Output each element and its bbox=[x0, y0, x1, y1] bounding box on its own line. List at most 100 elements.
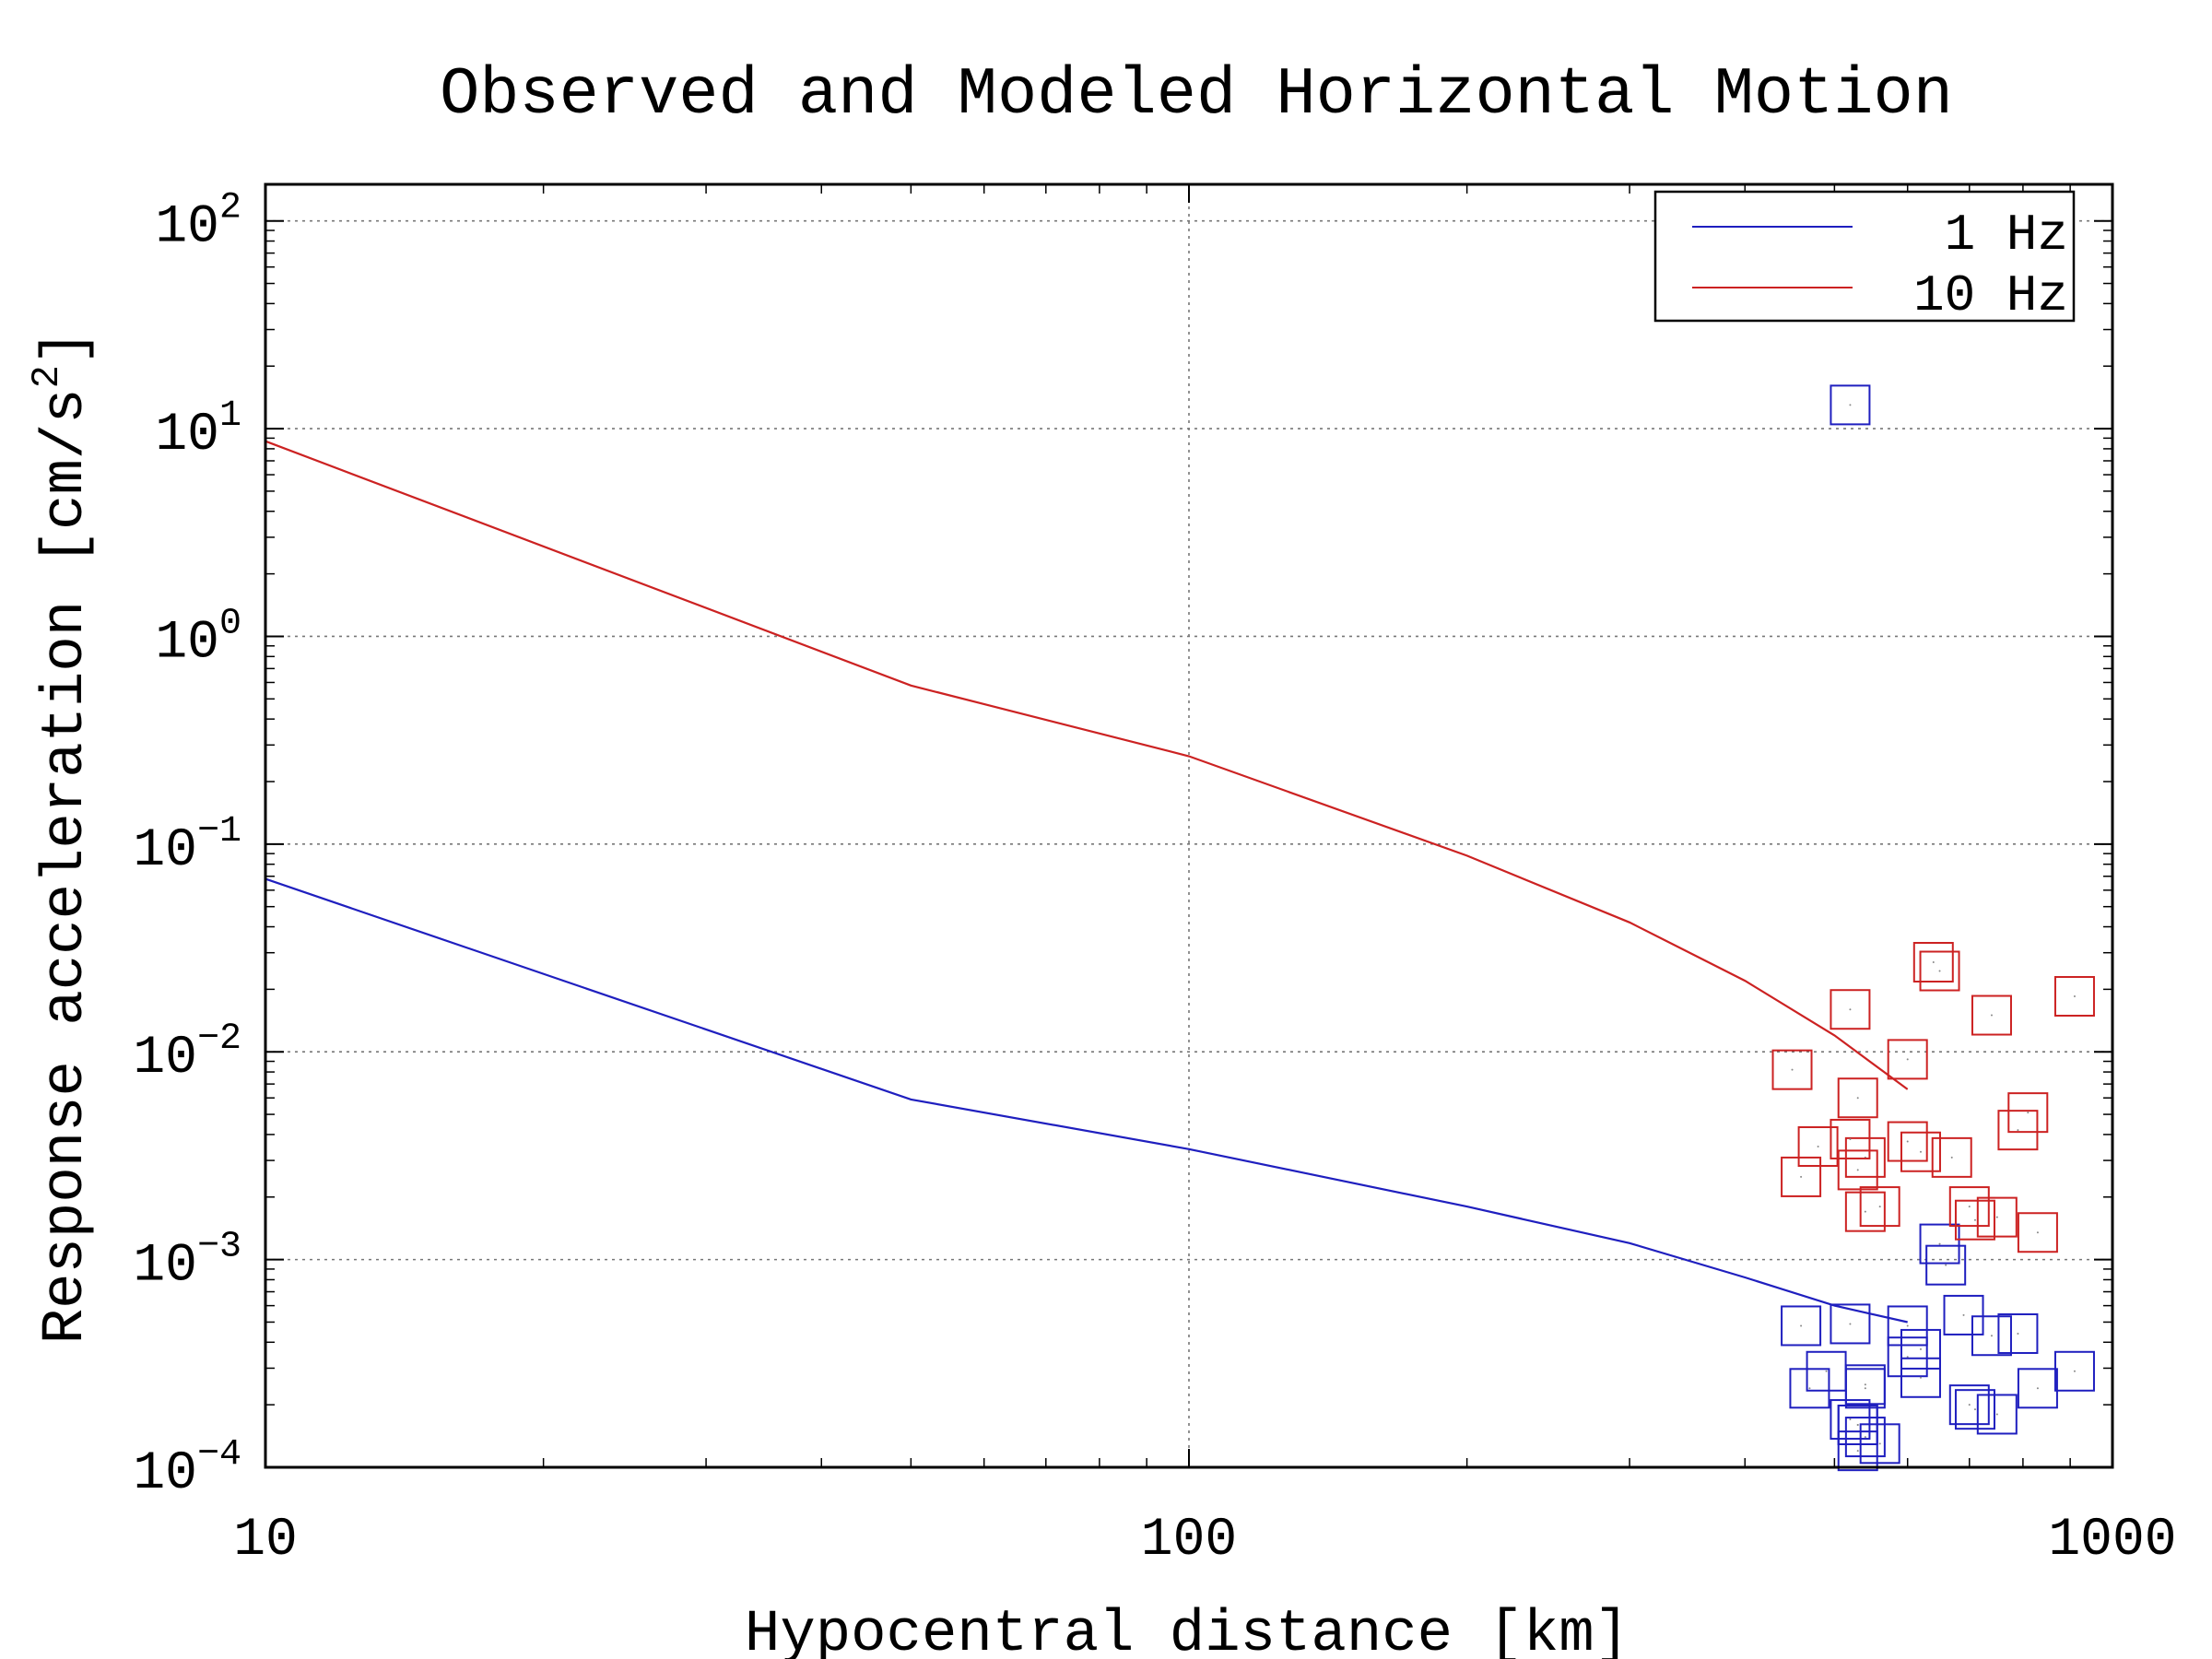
observed-point-1hz bbox=[1789, 1368, 1830, 1409]
x-axis-label: Hypocentral distance [km] bbox=[745, 1602, 1630, 1659]
observed-point-1hz bbox=[2053, 1350, 2095, 1392]
observed-point-10hz bbox=[1954, 1199, 1995, 1241]
observed-point-center-10hz bbox=[1856, 1097, 1859, 1100]
y-tick-label-base: 10 bbox=[155, 406, 219, 465]
y-axis-label-close: ] bbox=[33, 330, 100, 365]
observed-point-1hz bbox=[1943, 1294, 1984, 1335]
series-line-10hz bbox=[265, 440, 1909, 1090]
observed-point-10hz bbox=[1912, 942, 1954, 983]
observed-point-center-10hz bbox=[1800, 1175, 1803, 1178]
observed-point-center-1hz bbox=[1919, 1347, 1922, 1350]
observed-point-center-1hz bbox=[1800, 1324, 1803, 1327]
observed-point-1hz bbox=[1830, 384, 1871, 426]
observed-point-center-1hz bbox=[1864, 1383, 1866, 1386]
observed-point-1hz bbox=[1830, 1303, 1871, 1345]
observed-point-1hz bbox=[1781, 1305, 1822, 1347]
y-tick-label-base: 10 bbox=[133, 821, 197, 881]
observed-point-center-1hz bbox=[1808, 1387, 1811, 1390]
observed-point-center-10hz bbox=[1919, 1150, 1922, 1153]
observed-point-center-1hz bbox=[1906, 1324, 1909, 1327]
observed-point-center-10hz bbox=[1878, 1206, 1881, 1208]
observed-point-center-1hz bbox=[2017, 1332, 2019, 1335]
observed-point-10hz bbox=[1976, 1196, 2018, 1238]
observed-point-center-1hz bbox=[1919, 1376, 1922, 1379]
observed-point-center-1hz bbox=[2036, 1387, 2039, 1390]
observed-point-1hz bbox=[1976, 1394, 2018, 1435]
observed-point-10hz bbox=[1948, 1186, 1990, 1228]
observed-point-1hz bbox=[1900, 1357, 1941, 1398]
observed-point-10hz bbox=[1797, 1125, 1839, 1167]
legend-label-1hz: 1 Hz bbox=[1945, 206, 2068, 265]
y-tick-label: 10−1 bbox=[133, 811, 241, 881]
observed-point-center-1hz bbox=[1973, 1408, 1976, 1411]
observed-point-1hz bbox=[1844, 1417, 1886, 1458]
observed-point-center-1hz bbox=[1995, 1413, 1998, 1416]
y-tick-label-base: 10 bbox=[155, 613, 219, 673]
observed-point-10hz bbox=[2007, 1092, 2049, 1134]
observed-point-1hz bbox=[1997, 1312, 2039, 1354]
y-tick-label: 102 bbox=[155, 188, 241, 258]
observed-point-1hz bbox=[1954, 1389, 1995, 1430]
series-line-1hz bbox=[265, 877, 1908, 1324]
legend-label-10hz: 10 Hz bbox=[1913, 266, 2068, 325]
observed-point-center-1hz bbox=[1849, 1418, 1852, 1421]
observed-point-center-10hz bbox=[1817, 1145, 1819, 1147]
observed-point-10hz bbox=[1781, 1156, 1822, 1197]
y-tick-label-base: 10 bbox=[133, 1444, 197, 1504]
observed-point-center-10hz bbox=[1973, 1218, 1976, 1221]
observed-point-center-10hz bbox=[1932, 961, 1935, 964]
observed-point-center-10hz bbox=[1791, 1068, 1794, 1071]
observed-point-center-10hz bbox=[1990, 1014, 1993, 1017]
y-axis-label: Response acceleration [cm/s2] bbox=[25, 330, 100, 1345]
y-tick-label-exponent: −1 bbox=[197, 811, 241, 853]
observed-point-center-1hz bbox=[1938, 1242, 1941, 1245]
observed-point-center-1hz bbox=[1849, 404, 1852, 406]
observed-point-center-10hz bbox=[1849, 1008, 1852, 1011]
observed-point-1hz bbox=[1948, 1384, 1990, 1426]
legend-box bbox=[1653, 190, 2076, 323]
observed-point-10hz bbox=[1830, 1118, 1871, 1159]
x-tick-label: 10 bbox=[233, 1511, 298, 1571]
y-tick-label-exponent: −4 bbox=[197, 1434, 241, 1476]
y-tick-label-exponent: 2 bbox=[219, 188, 241, 229]
observed-point-10hz bbox=[1844, 1136, 1886, 1178]
observed-point-center-10hz bbox=[1950, 1156, 1953, 1159]
observed-point-center-10hz bbox=[1906, 1058, 1909, 1061]
y-tick-label-base: 10 bbox=[155, 198, 219, 258]
x-tick-label: 1000 bbox=[2048, 1511, 2176, 1571]
observed-point-1hz bbox=[1837, 1430, 1878, 1472]
y-tick-label: 100 bbox=[155, 603, 241, 673]
observed-point-center-1hz bbox=[1864, 1387, 1866, 1390]
observed-point-center-1hz bbox=[1864, 1436, 1866, 1439]
observed-point-10hz bbox=[1997, 1110, 2039, 1151]
observed-point-1hz bbox=[1837, 1404, 1878, 1445]
observed-point-center-10hz bbox=[1856, 1169, 1859, 1171]
observed-point-10hz bbox=[1931, 1136, 1972, 1178]
legend: 1 Hz 10 Hz bbox=[1653, 190, 2076, 325]
observed-point-center-10hz bbox=[1864, 1210, 1866, 1213]
chart-title: Observed and Modeled Horizontal Motion bbox=[440, 57, 1953, 133]
observed-point-center-10hz bbox=[1906, 1140, 1909, 1143]
observed-point-center-10hz bbox=[2036, 1231, 2039, 1234]
observed-point-10hz bbox=[1837, 1077, 1878, 1119]
observed-point-10hz bbox=[1887, 1121, 1928, 1162]
observed-point-center-10hz bbox=[1938, 970, 1941, 972]
observed-point-center-1hz bbox=[1825, 1370, 1828, 1372]
observed-point-center-10hz bbox=[1995, 1216, 1998, 1218]
observed-point-1hz bbox=[1925, 1244, 1967, 1286]
observed-point-10hz bbox=[1844, 1191, 1886, 1232]
y-tick-label: 10−4 bbox=[133, 1434, 241, 1504]
observed-point-1hz bbox=[1844, 1368, 1886, 1409]
observed-point-1hz bbox=[1830, 1399, 1871, 1441]
observed-point-10hz bbox=[1919, 950, 1960, 992]
y-tick-label-base: 10 bbox=[133, 1237, 197, 1297]
observed-point-1hz bbox=[1919, 1223, 1960, 1265]
observed-point-center-1hz bbox=[1878, 1442, 1881, 1445]
x-tick-label: 100 bbox=[1141, 1511, 1237, 1571]
grid-layer bbox=[265, 184, 2112, 1468]
observed-point-1hz bbox=[1887, 1305, 1928, 1347]
observed-point-center-1hz bbox=[1849, 1323, 1852, 1325]
